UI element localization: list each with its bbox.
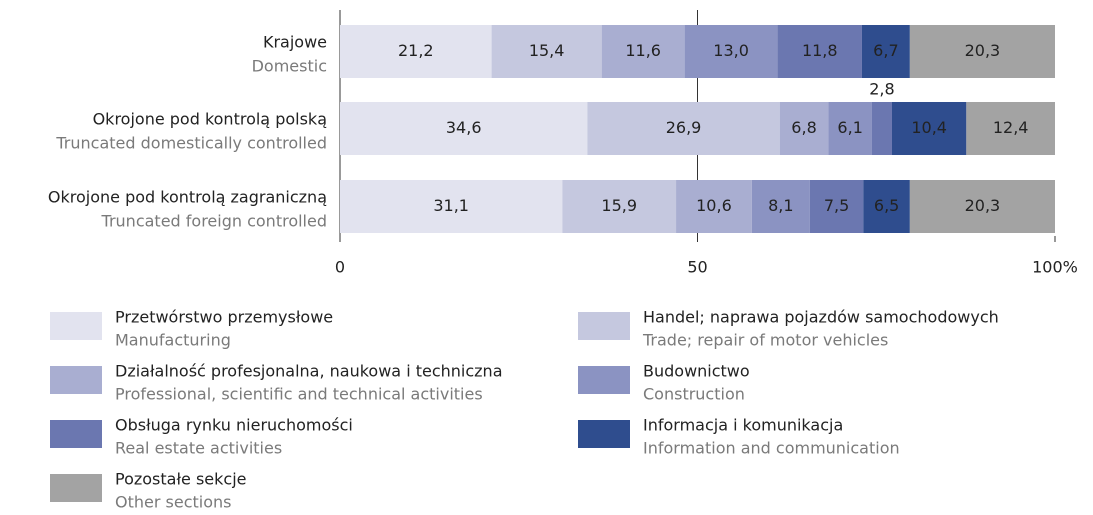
legend-subtitle: Construction	[643, 385, 745, 404]
bar-segment	[863, 180, 910, 233]
value-label: 15,9	[601, 196, 637, 215]
value-label: 7,5	[824, 196, 849, 215]
bar-segment	[909, 25, 1055, 78]
bar-segment	[562, 180, 677, 233]
bar-segment	[587, 102, 780, 155]
value-label: 21,2	[398, 41, 434, 60]
value-label: 6,1	[837, 118, 862, 137]
legend-swatch	[50, 474, 102, 502]
legend-subtitle: Other sections	[115, 493, 231, 512]
category-subtitle: Truncated domestically controlled	[55, 134, 327, 153]
legend-subtitle: Professional, scientific and technical a…	[115, 385, 483, 404]
legend-swatch	[578, 312, 630, 340]
category-label: Krajowe	[263, 33, 327, 52]
value-label: 8,1	[768, 196, 793, 215]
value-label: 15,4	[529, 41, 565, 60]
bar-segment	[966, 102, 1055, 155]
bar-segment	[340, 25, 492, 78]
bar-segment	[491, 25, 602, 78]
value-label: 11,8	[802, 41, 838, 60]
category-label: Okrojone pod kontrolą zagraniczną	[48, 188, 327, 207]
legend-subtitle: Manufacturing	[115, 331, 231, 350]
value-label: 13,0	[713, 41, 749, 60]
bar-segment	[777, 25, 862, 78]
legend-label: Pozostałe sekcje	[115, 470, 246, 489]
legend-subtitle: Real estate activities	[115, 439, 282, 458]
legend-swatch	[578, 420, 630, 448]
bar-segment	[779, 102, 829, 155]
legend-label: Budownictwo	[643, 362, 750, 381]
bar-segment	[340, 180, 563, 233]
bar-segment	[828, 102, 872, 155]
category-label: Okrojone pod kontrolą polską	[93, 110, 327, 129]
value-label: 6,5	[874, 196, 899, 215]
bar-segment	[684, 25, 778, 78]
bar-segment	[601, 25, 685, 78]
bar-segment	[676, 180, 752, 233]
legend-swatch	[50, 312, 102, 340]
value-label: 6,7	[873, 41, 898, 60]
value-label: 26,9	[666, 118, 702, 137]
bar-segment	[809, 180, 864, 233]
legend-label: Informacja i komunikacja	[643, 416, 843, 435]
category-subtitle: Truncated foreign controlled	[101, 212, 327, 231]
value-label: 20,3	[965, 196, 1001, 215]
bar-segment	[861, 25, 910, 78]
value-label: 20,3	[965, 41, 1001, 60]
value-label: 6,8	[791, 118, 816, 137]
legend-label: Obsługa rynku nieruchomości	[115, 416, 353, 435]
legend-label: Przetwórstwo przemysłowe	[115, 308, 333, 327]
x-tick-label: 100%	[1032, 258, 1078, 277]
value-label: 34,6	[446, 118, 482, 137]
x-tick-label: 50	[687, 258, 707, 277]
value-label: 11,6	[625, 41, 661, 60]
legend-swatch	[578, 366, 630, 394]
legend-label: Handel; naprawa pojazdów samochodowych	[643, 308, 999, 327]
value-label: 12,4	[993, 118, 1029, 137]
value-label: 2,8	[869, 80, 894, 99]
legend-label: Działalność profesjonalna, naukowa i tec…	[115, 362, 503, 381]
bar-segment	[751, 180, 810, 233]
bar-segment	[909, 180, 1055, 233]
value-label: 31,1	[433, 196, 469, 215]
x-tick-label: 0	[335, 258, 345, 277]
value-label: 10,4	[911, 118, 947, 137]
bar-segment	[891, 102, 967, 155]
bar-segment	[340, 102, 588, 155]
category-subtitle: Domestic	[252, 57, 327, 76]
legend-swatch	[50, 366, 102, 394]
legend-subtitle: Information and communication	[643, 439, 900, 458]
bar-segment	[871, 102, 892, 155]
legend-subtitle: Trade; repair of motor vehicles	[642, 331, 888, 350]
legend-swatch	[50, 420, 102, 448]
value-label: 10,6	[696, 196, 732, 215]
